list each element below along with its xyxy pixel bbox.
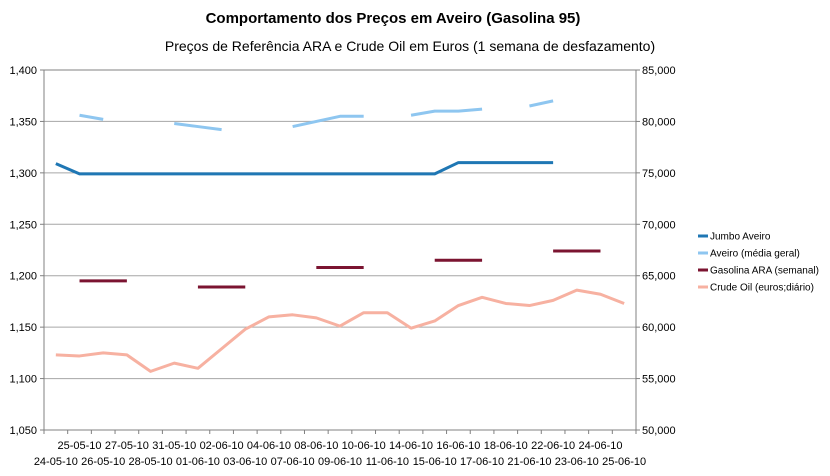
x-tick-label: 08-06-10 bbox=[294, 440, 338, 452]
x-tick-label: 16-06-10 bbox=[436, 440, 480, 452]
x-tick-label: 11-06-10 bbox=[366, 456, 409, 468]
series-line bbox=[410, 107, 483, 117]
series-line bbox=[529, 99, 554, 108]
legend-label: Gasolina ARA (semanal) bbox=[710, 266, 819, 277]
right-tick-label: 80,000 bbox=[642, 116, 676, 128]
series-line bbox=[174, 121, 222, 132]
x-tick-label: 10-06-10 bbox=[342, 440, 386, 452]
x-tick-label: 02-06-10 bbox=[200, 440, 244, 452]
x-tick-label: 25-06-10 bbox=[602, 456, 646, 468]
right-axis: 50,000 55,000 60,000 65,000 70,000 75,000 80,0… bbox=[636, 65, 676, 437]
chart-title: Comportamento dos Preços em Aveiro (Gaso… bbox=[206, 10, 581, 27]
x-tick-label: 24-06-10 bbox=[578, 440, 622, 452]
series-line bbox=[55, 161, 554, 176]
legend-label: Jumbo Aveiro bbox=[710, 232, 771, 243]
series-line bbox=[79, 113, 104, 121]
left-tick-label: 1,300 bbox=[9, 168, 37, 180]
left-tick-label: 1,250 bbox=[9, 219, 37, 231]
chart-subtitle: Preços de Referência ARA e Crude Oil em … bbox=[165, 38, 655, 54]
legend: Jumbo Aveiro Aveiro (média geral) Gasolina… bbox=[698, 232, 819, 294]
series-line bbox=[55, 288, 625, 373]
series-crude-oil-euros-di-rio- bbox=[55, 288, 625, 373]
right-tick-label: 70,000 bbox=[642, 219, 676, 231]
left-tick-label: 1,200 bbox=[9, 271, 37, 283]
legend-label: Crude Oil (euros;diário) bbox=[710, 283, 814, 294]
right-tick-label: 50,000 bbox=[642, 425, 676, 437]
right-tick-label: 85,000 bbox=[642, 65, 676, 77]
right-tick-label: 75,000 bbox=[642, 168, 676, 180]
x-tick-label: 27-05-10 bbox=[105, 440, 149, 452]
x-tick-label: 01-06-10 bbox=[176, 456, 220, 468]
x-tick-label: 25-05-10 bbox=[57, 440, 101, 452]
grid bbox=[44, 69, 636, 431]
x-tick-label: 18-06-10 bbox=[484, 440, 528, 452]
left-tick-label: 1,350 bbox=[9, 116, 37, 128]
right-tick-label: 55,000 bbox=[642, 374, 676, 386]
plot-area-border bbox=[43, 69, 637, 431]
x-tick-label: 17-06-10 bbox=[460, 456, 504, 468]
series-jumbo-aveiro bbox=[55, 161, 554, 176]
x-tick-label: 24-05-10 bbox=[34, 456, 78, 468]
series-layer bbox=[55, 99, 625, 373]
legend-label: Aveiro (média geral) bbox=[710, 249, 800, 260]
left-tick-label: 1,400 bbox=[9, 65, 37, 77]
series-line bbox=[292, 114, 364, 129]
right-tick-label: 60,000 bbox=[642, 322, 676, 334]
x-tick-label: 03-06-10 bbox=[223, 456, 267, 468]
x-tick-label: 31-05-10 bbox=[152, 440, 196, 452]
x-tick-label: 07-06-10 bbox=[271, 456, 315, 468]
x-tick-label: 26-05-10 bbox=[81, 456, 125, 468]
x-tick-label: 09-06-10 bbox=[318, 456, 362, 468]
left-tick-label: 1,150 bbox=[9, 322, 37, 334]
left-tick-label: 1,100 bbox=[9, 374, 37, 386]
x-tick-label: 14-06-10 bbox=[389, 440, 433, 452]
x-tick-label: 22-06-10 bbox=[531, 440, 575, 452]
right-tick-label: 65,000 bbox=[642, 271, 676, 283]
x-tick-label: 04-06-10 bbox=[247, 440, 291, 452]
x-tick-label: 15-06-10 bbox=[413, 456, 457, 468]
series-aveiro-m-dia-geral- bbox=[79, 99, 554, 132]
x-tick-label: 23-06-10 bbox=[555, 456, 599, 468]
x-axis: 24-05-10 25-05-10 26-05-10 27-05-10 28-05-10… bbox=[34, 430, 646, 468]
series-gasolina-ara-semanal- bbox=[79, 249, 601, 289]
left-tick-label: 1,050 bbox=[9, 425, 37, 437]
left-axis: 1,050 1,100 1,150 1,200 1,250 1,300 1,350 1,400 bbox=[9, 65, 44, 437]
x-tick-label: 28-05-10 bbox=[129, 456, 173, 468]
x-tick-label: 21-06-10 bbox=[507, 456, 551, 468]
